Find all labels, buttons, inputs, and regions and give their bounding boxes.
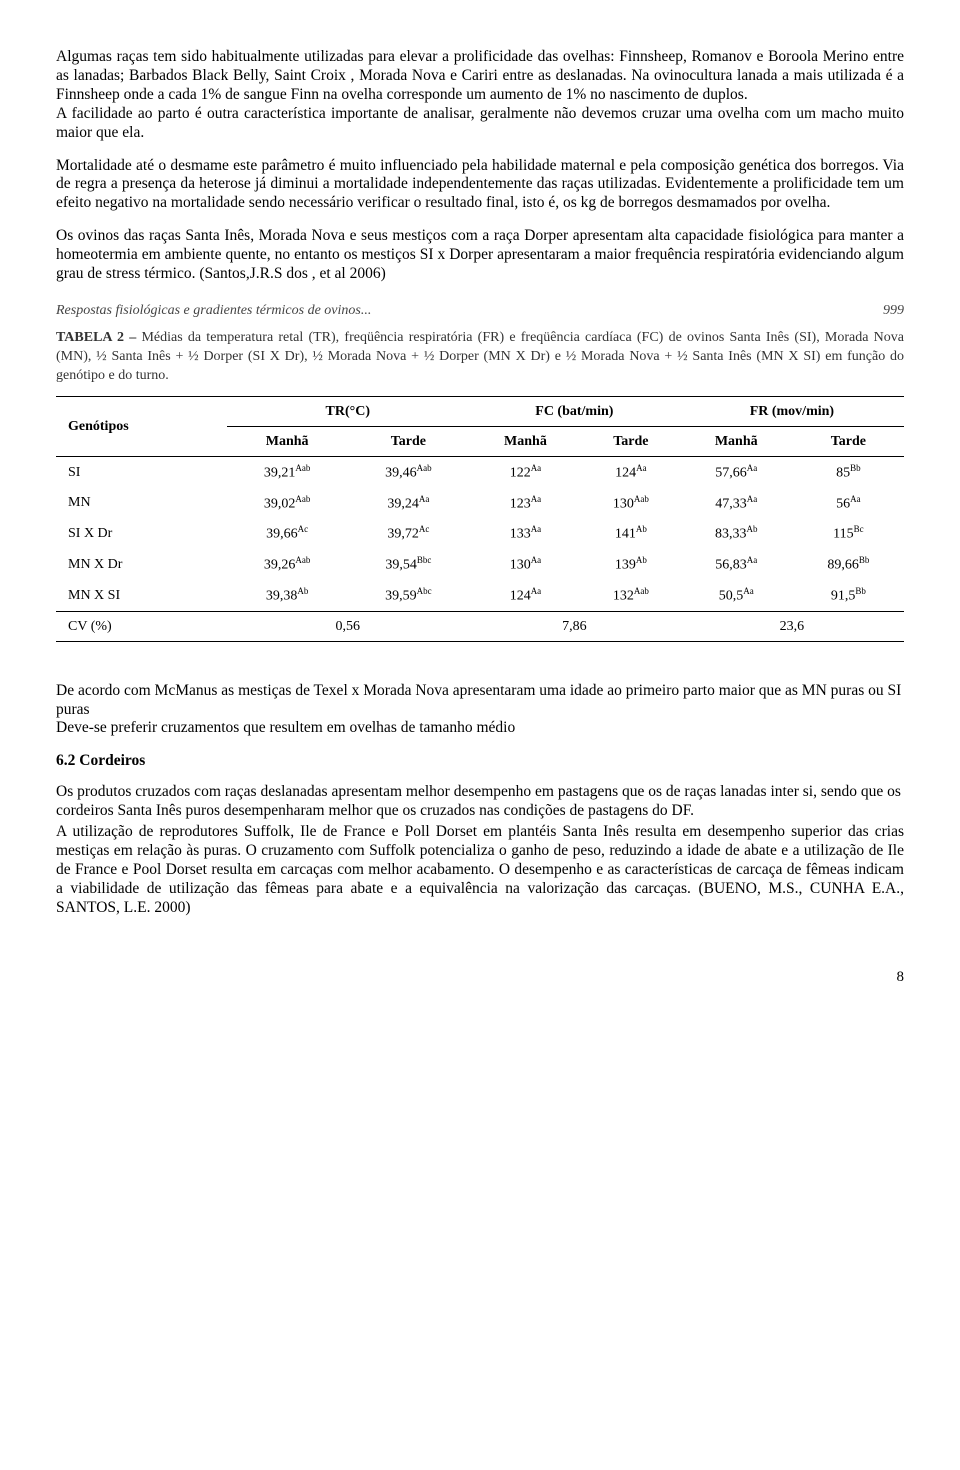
cell-value: 124Aa [469,580,582,611]
cell-value: 56Aa [793,488,904,519]
cell-value: 89,66Bb [793,549,904,580]
sub-manha: Manhã [469,426,582,456]
paragraph: Algumas raças tem sido habitualmente uti… [56,48,904,143]
cv-val: 7,86 [469,611,680,641]
table-caption: TABELA 2 – Médias da temperatura retal (… [56,329,904,386]
cell-value: 91,5Bb [793,580,904,611]
cell-value: 39,72Ac [348,518,469,549]
cell-value: 39,54Bbc [348,549,469,580]
col-fc: FC (bat/min) [469,396,680,426]
cell-value: 39,38Ab [227,580,348,611]
paragraph: De acordo com McManus as mestiças de Tex… [56,682,904,739]
cell-genotipo: MN X SI [56,580,227,611]
cv-val: 23,6 [680,611,904,641]
sub-manha: Manhã [227,426,348,456]
cell-value: 39,02Aab [227,488,348,519]
cell-value: 39,26Aab [227,549,348,580]
table-row: SI X Dr39,66Ac39,72Ac133Aa141Ab83,33Ab11… [56,518,904,549]
sub-tarde: Tarde [793,426,904,456]
cell-genotipo: SI [56,456,227,487]
caption-text: Médias da temperatura retal (TR), freqüê… [56,330,904,383]
paragraph: Os ovinos das raças Santa Inês, Morada N… [56,227,904,284]
text: Algumas raças tem sido habitualmente uti… [56,48,904,103]
running-page: 999 [883,302,904,319]
cell-value: 132Aab [582,580,680,611]
sub-tarde: Tarde [582,426,680,456]
cell-genotipo: MN [56,488,227,519]
heading-6-2: 6.2 Cordeiros [56,752,904,771]
cell-value: 85Bb [793,456,904,487]
cell-value: 39,46Aab [348,456,469,487]
cell-value: 141Ab [582,518,680,549]
cell-value: 39,66Ac [227,518,348,549]
cell-value: 39,59Abc [348,580,469,611]
cell-value: 39,24Aa [348,488,469,519]
col-tr: TR(°C) [227,396,469,426]
page-number: 8 [56,968,904,986]
cell-value: 139Ab [582,549,680,580]
cell-value: 47,33Aa [680,488,793,519]
cell-value: 123Aa [469,488,582,519]
cv-val: 0,56 [227,611,469,641]
cell-value: 39,21Aab [227,456,348,487]
table-row: MN X SI39,38Ab39,59Abc124Aa132Aab50,5Aa9… [56,580,904,611]
table-row: MN39,02Aab39,24Aa123Aa130Aab47,33Aa56Aa [56,488,904,519]
running-header: Respostas fisiológicas e gradientes térm… [56,302,904,319]
cell-value: 83,33Ab [680,518,793,549]
cv-label: CV (%) [56,611,227,641]
cell-value: 133Aa [469,518,582,549]
paragraph: Mortalidade até o desmame este parâmetro… [56,157,904,214]
table-figure: Respostas fisiológicas e gradientes térm… [56,302,904,642]
text: De acordo com McManus as mestiças de Tex… [56,682,901,718]
cell-value: 115Bc [793,518,904,549]
cell-value: 122Aa [469,456,582,487]
cell-value: 57,66Aa [680,456,793,487]
sub-manha: Manhã [680,426,793,456]
cell-value: 124Aa [582,456,680,487]
paragraph: Os produtos cruzados com raças deslanada… [56,783,904,821]
cell-value: 56,83Aa [680,549,793,580]
cell-value: 130Aa [469,549,582,580]
running-title: Respostas fisiológicas e gradientes térm… [56,302,371,319]
col-genotipos: Genótipos [56,396,227,456]
text: Deve-se preferir cruzamentos que resulte… [56,719,515,736]
cell-value: 130Aab [582,488,680,519]
cell-genotipo: SI X Dr [56,518,227,549]
table-row: MN X Dr39,26Aab39,54Bbc130Aa139Ab56,83Aa… [56,549,904,580]
sub-tarde: Tarde [348,426,469,456]
cell-value: 50,5Aa [680,580,793,611]
paragraph: A utilização de reprodutores Suffolk, Il… [56,823,904,918]
caption-label: TABELA 2 – [56,330,141,345]
col-fr: FR (mov/min) [680,396,904,426]
text: A facilidade ao parto é outra caracterís… [56,105,904,141]
table-row: SI39,21Aab39,46Aab122Aa124Aa57,66Aa85Bb [56,456,904,487]
cell-genotipo: MN X Dr [56,549,227,580]
data-table: Genótipos TR(°C) FC (bat/min) FR (mov/mi… [56,396,904,642]
